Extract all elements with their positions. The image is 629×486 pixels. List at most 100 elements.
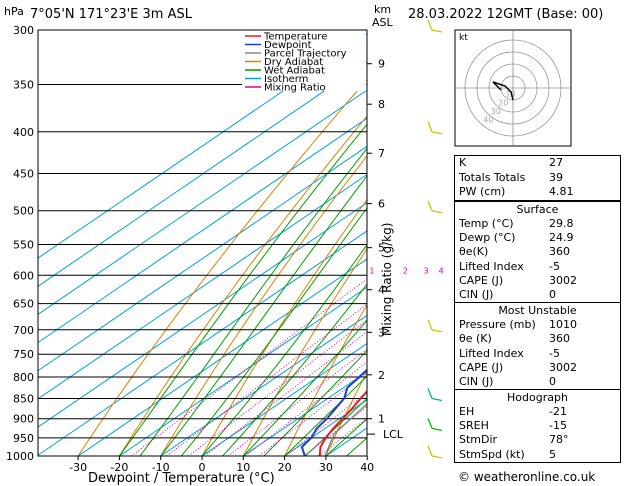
surface-label: Dewp (°C)	[459, 231, 516, 245]
surface-value: 29.8	[549, 217, 574, 230]
mixing-ratio-label: 4	[439, 266, 444, 275]
mu-label: Lifted Index	[459, 346, 524, 360]
hodograph-title: Hodograph	[507, 391, 568, 405]
pressure-tick-label: 350	[13, 79, 34, 92]
surface-value: 0	[549, 287, 556, 301]
wind-barb-flag	[431, 397, 443, 402]
mu-value: 360	[549, 332, 570, 346]
isotherm-line	[38, 202, 367, 428]
mixing-ratio-line	[303, 405, 367, 456]
index-value: 39	[549, 170, 563, 184]
x-tick-label: -10	[152, 461, 170, 474]
dewpoint-profile	[300, 368, 367, 456]
wind-barb-flag	[431, 131, 443, 135]
km-tick-label: 6	[378, 198, 385, 211]
dry-adiabat-line	[160, 155, 367, 456]
legend-label: Mixing Ratio	[264, 83, 326, 94]
isotherm-line	[38, 230, 367, 456]
wind-barb-flag	[431, 329, 443, 333]
legend-label: Dewpoint	[264, 40, 312, 51]
surface-value: 24.9	[549, 231, 574, 245]
surface-box: Surface Temp (°C) 29.8 Dewp (°C) 24.9 θe(K…	[454, 201, 621, 463]
copyright: © weatheronline.co.uk	[458, 470, 596, 484]
km-tick-label: 9	[378, 58, 385, 71]
index-value: 4.81	[549, 185, 574, 198]
surface-label: Temp (°C)	[459, 217, 514, 230]
legend-label: Isotherm	[264, 74, 308, 85]
wet-adiabat-line	[139, 147, 367, 456]
pressure-tick-label: 500	[13, 205, 34, 218]
index-label: Totals Totals	[459, 170, 526, 184]
wind-barb-flag	[431, 29, 443, 33]
isotherm-line	[38, 117, 367, 344]
wet-adiabat-line	[304, 397, 367, 456]
pressure-tick-label: 1000	[6, 450, 34, 463]
mixing-ratio-label: 2	[403, 266, 408, 275]
index-value: 27	[549, 156, 563, 169]
wind-barb-staff	[427, 121, 433, 133]
mixing-ratio-axis-label: Mixing Ratio (g/kg)	[380, 222, 394, 336]
km-tick-label: 2	[378, 369, 385, 382]
surface-title: Surface	[516, 203, 559, 216]
legend-label: Parcel Trajectory	[264, 49, 347, 60]
wet-adiabat-line	[118, 123, 367, 456]
surface-label: CIN (J)	[459, 287, 494, 301]
parcel-trajectory-profile	[324, 403, 367, 456]
pressure-tick-label: 850	[13, 392, 34, 405]
wind-barb-flag	[431, 455, 443, 459]
wind-barb-flag	[431, 427, 443, 432]
isotherm-line	[119, 286, 367, 456]
temperature-ticks: -30 -20 -10 0 10 20 30 40	[69, 456, 374, 474]
legend-label: Dry Adiabat	[264, 57, 323, 68]
surface-value: 3002	[549, 273, 577, 287]
dry-adiabat-line	[325, 370, 367, 456]
x-tick-label: 0	[199, 461, 206, 474]
x-tick-label: -30	[69, 461, 87, 474]
mixing-ratio-label: 1	[369, 266, 374, 275]
datetime-label: 28.03.2022 12GMT (Base: 00)	[408, 7, 604, 22]
pressure-tick-label: 800	[13, 371, 34, 384]
hodograph-ring-label: 40	[483, 116, 493, 125]
pressure-tick-label: 600	[13, 269, 34, 282]
km-unit: km	[374, 3, 392, 16]
pressure-tick-label: 650	[13, 298, 34, 311]
isotherm-line	[201, 342, 367, 456]
km-tick-label: 4	[378, 284, 385, 297]
wet-adiabat-line	[263, 349, 367, 456]
wind-barbs	[427, 19, 443, 459]
surface-value: 360	[549, 245, 570, 259]
hodo-value: -15	[549, 419, 567, 433]
x-tick-label: 10	[236, 461, 250, 474]
hodograph-trace	[492, 81, 514, 101]
location-label: 7°05'N 171°23'E 3m ASL	[30, 7, 192, 22]
hodo-label: StmDir	[459, 433, 498, 447]
isotherm-line	[38, 145, 367, 372]
hodograph-ring-label: 20	[498, 98, 508, 107]
pressure-ticks: 300 350 400 450 500 550 600 650 700 750 800 850 900 9…	[6, 24, 34, 463]
mixing-ratio-label: 3	[423, 266, 428, 275]
hodograph-unit: kt	[459, 33, 468, 43]
mixing-ratio-line	[258, 371, 367, 456]
wind-barb-flag	[431, 210, 443, 214]
pressure-tick-label: 700	[13, 324, 34, 337]
most-unstable-title: Most Unstable	[498, 304, 577, 318]
surface-label: Lifted Index	[459, 259, 524, 273]
hpa-unit: hPa	[4, 5, 24, 18]
isotherm-line	[160, 314, 367, 456]
surface-label: CAPE (J)	[459, 273, 504, 287]
mu-label: θe (K)	[459, 332, 492, 346]
mu-value: -5	[549, 346, 560, 360]
pressure-tick-label: 300	[13, 24, 34, 37]
mixing-ratio-line	[166, 303, 367, 456]
hodo-value: -21	[549, 405, 567, 419]
mixing-ratio-line	[204, 331, 367, 456]
mu-value: 0	[549, 374, 556, 388]
km-tick-label: 1	[378, 413, 385, 426]
mixing-ratio-line	[227, 348, 367, 456]
legend-bg	[242, 31, 366, 91]
pressure-tick-label: 900	[13, 413, 34, 426]
wind-barb-staff	[427, 418, 433, 429]
km-ticks: 1 2 3 4 5 6 7 8 9 LCL	[367, 58, 404, 441]
x-tick-label: 30	[319, 461, 333, 474]
x-tick-label: 20	[278, 461, 292, 474]
